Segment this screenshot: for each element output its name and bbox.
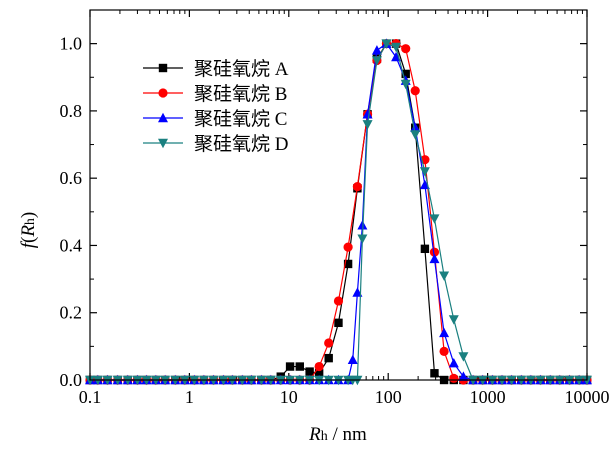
data-point: [429, 247, 440, 257]
data-point: [285, 362, 295, 371]
data-point: [439, 327, 450, 338]
data-point: [334, 318, 343, 328]
legend-marker: [158, 88, 168, 98]
data-point: [314, 361, 324, 372]
x-axis-label: Rh / nm: [308, 424, 367, 445]
data-point: [410, 122, 421, 132]
data-point: [362, 120, 373, 130]
y-tick-label: 1.0: [60, 34, 83, 54]
data-point: [295, 362, 304, 371]
x-tick-label: 1: [185, 387, 194, 407]
legend-item: 聚硅氧烷 C: [143, 108, 287, 130]
x-axis-label-var: R: [308, 424, 321, 445]
plot-area: [90, 10, 587, 380]
legend-marker: [158, 112, 168, 123]
x-tick-label: 0.1: [79, 387, 102, 407]
data-point: [430, 369, 439, 378]
x-tick-label: 10000: [565, 387, 610, 407]
data-point: [343, 259, 353, 269]
legend-label: 聚硅氧烷 A: [194, 58, 289, 80]
legend-item: 聚硅氧烷 A: [143, 58, 289, 80]
data-point: [401, 44, 411, 54]
data-point: [352, 181, 363, 192]
y-axis-label-var: R: [18, 225, 39, 238]
data-point: [401, 69, 410, 79]
y-tick-label: 0.6: [60, 168, 83, 188]
data-point: [448, 315, 459, 325]
data-point: [305, 367, 314, 376]
x-tick-labels: 0.1 1 10 100 1000 10000: [79, 387, 610, 407]
data-point: [410, 130, 421, 140]
data-point: [410, 86, 420, 96]
x-tick-label: 10: [280, 387, 298, 407]
legend-marker: [158, 63, 168, 73]
x-tick-label: 100: [375, 387, 402, 407]
data-point: [324, 353, 333, 363]
data-point: [458, 371, 469, 381]
legend-label: 聚硅氧烷 C: [194, 108, 287, 130]
y-axis-label-open: (: [18, 237, 39, 243]
data-point: [449, 373, 459, 383]
legend-label: 聚硅氧烷 D: [194, 133, 288, 155]
data-point: [439, 346, 449, 357]
data-point: [357, 234, 368, 244]
data-point: [333, 296, 344, 306]
x-tick-label: 1000: [470, 387, 506, 407]
y-axis-label: f(Rh): [18, 212, 39, 249]
legend-item: 聚硅氧烷 B: [143, 83, 287, 105]
data-point: [429, 214, 440, 224]
y-axis-label-sub: h: [23, 218, 38, 225]
y-axis-label-f: f: [18, 240, 39, 248]
legend: 聚硅氧烷 A 聚硅氧烷 B 聚硅氧烷 C 聚硅氧烷 D: [143, 58, 289, 155]
data-point: [343, 242, 353, 252]
y-tick-labels: 0.0 0.2 0.4 0.6 0.8 1.0: [60, 34, 83, 390]
legend-label: 聚硅氧烷 B: [194, 83, 287, 105]
data-point: [391, 42, 402, 53]
data-point: [458, 352, 469, 362]
data-point: [381, 39, 392, 49]
data-point: [371, 56, 382, 66]
x-axis-label-unit: / nm: [328, 424, 367, 445]
data-point: [420, 244, 430, 254]
x-axis-label-sub: h: [321, 429, 328, 444]
legend-marker: [158, 138, 168, 149]
data-point: [400, 79, 411, 90]
y-tick-label: 0.8: [60, 101, 83, 121]
y-axis-label-close: ): [18, 212, 39, 218]
data-point: [324, 338, 334, 348]
plot-frame: [89, 9, 588, 381]
data-point: [362, 109, 373, 119]
y-tick-label: 0.0: [60, 370, 83, 390]
data-point: [371, 45, 382, 55]
data-point: [314, 369, 324, 378]
data-point: [357, 220, 368, 230]
y-tick-label: 0.4: [60, 235, 83, 255]
data-point: [419, 167, 430, 177]
y-tick-label: 0.2: [60, 303, 83, 323]
legend-item: 聚硅氧烷 D: [143, 133, 288, 155]
data-point: [439, 271, 450, 281]
data-point: [448, 357, 459, 368]
data-point: [429, 253, 440, 264]
data-point: [347, 354, 358, 365]
